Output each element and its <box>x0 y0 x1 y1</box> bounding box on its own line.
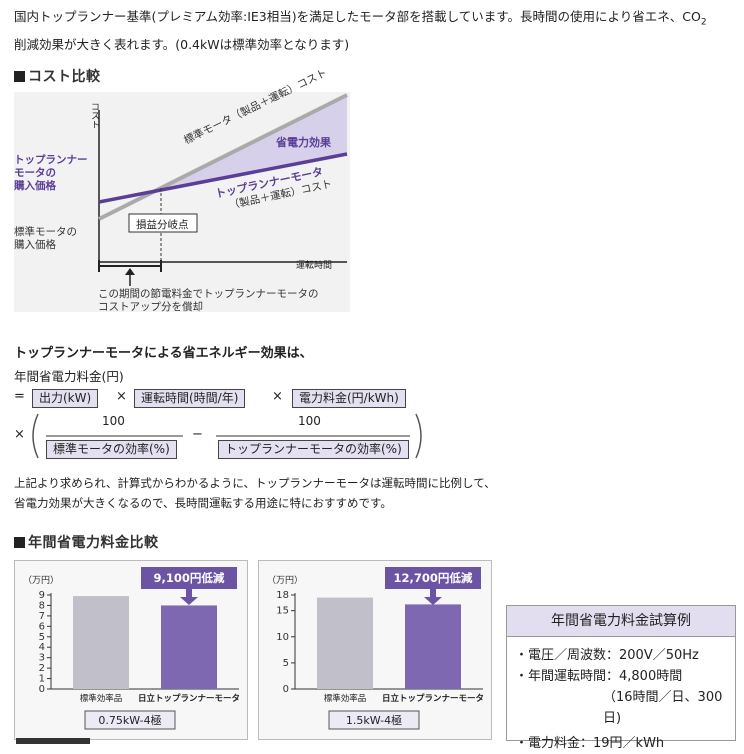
y-tick-label: 10 <box>276 632 289 643</box>
toprunner-price-line-2: モータの <box>14 167 56 179</box>
bar <box>405 604 461 689</box>
x-category-label: 標準効率品 <box>324 693 367 704</box>
cost-note-line-1: この期間の節電料金でトップランナーモータの <box>98 288 319 300</box>
intro-line-2: 削減効果が大きく表れます。(0.4kWは標準効率となります) <box>14 36 350 52</box>
calc-row-voltage: ・電圧／周波数：200V／50Hz <box>515 648 699 663</box>
formula-brackets <box>32 413 422 459</box>
den-standard: 標準モータの効率(%) <box>46 440 177 459</box>
standard-price-line-1: 標準モータの <box>14 226 77 238</box>
cost-note-line-2: コストアップ分を償却 <box>98 301 203 313</box>
standard-price-line-2: 購入価格 <box>14 239 56 251</box>
breakeven-label: 損益分岐点 <box>136 219 189 231</box>
unit-label: （万円） <box>23 575 59 586</box>
formula-term-rate: 電力料金(円/kWh) <box>292 389 406 408</box>
y-tick-label: 1 <box>39 674 45 685</box>
cost-heading-text: コスト比較 <box>28 69 101 85</box>
formula-note-line-1: 上記より求められ、計算式からわかるように、トップランナーモータは運転時間に比例し… <box>14 476 496 490</box>
bar-chart-panel-1: （万円） 9 8 7 6 5 4 3 2 1 0 標準効率品 日立トップランナーモータ 9,100円低減 0… <box>14 560 248 740</box>
annual-heading-text: 年間省電力料金比較 <box>28 535 159 551</box>
y-tick-label: 0 <box>283 684 289 695</box>
square-bullet-icon <box>14 537 25 548</box>
y-tick-label: 4 <box>39 642 45 653</box>
bar <box>161 605 217 689</box>
y-tick-label: 6 <box>39 621 45 632</box>
toprunner-cost-line <box>98 152 348 204</box>
y-tick-label: 3 <box>39 653 45 664</box>
formula-note: 上記より求められ、計算式からわかるように、トップランナーモータは運転時間に比例し… <box>14 473 496 513</box>
down-arrow-icon <box>180 597 198 605</box>
up-arrow-icon <box>125 268 135 275</box>
calc-row-hours-detail: （16時間／日、300日) <box>603 690 723 726</box>
y-tick-label: 2 <box>39 663 45 674</box>
intro-paragraph: 国内トップランナー基準(プレミアム効率:IE3相当)を満足したモータ部を搭載して… <box>14 6 734 55</box>
size-box <box>84 710 176 730</box>
size-label: 1.5kW-4極 <box>346 713 402 727</box>
bar <box>317 597 373 689</box>
callout-label: 12,700円低減 <box>394 571 473 585</box>
down-arrow-icon <box>424 597 442 605</box>
y-tick-label: 9 <box>39 590 45 601</box>
toprunner-price-line-3: 購入価格 <box>14 180 56 192</box>
co2-subscript: 2 <box>700 17 707 28</box>
size-box <box>328 710 420 730</box>
den-toprunner: トップランナーモータの効率(%) <box>218 440 409 459</box>
y-tick-label: 5 <box>283 658 289 669</box>
y-tick-label: 0 <box>39 684 45 695</box>
unit-label: （万円） <box>267 575 303 586</box>
cost-figure-note: この期間の節電料金でトップランナーモータの コストアップ分を償却 <box>98 288 319 314</box>
formula-heading: トップランナーモータによる省エネルギー効果は、 <box>14 346 313 361</box>
y-tick-label: 5 <box>39 632 45 643</box>
callout-box <box>385 567 481 589</box>
right-paren-icon <box>415 413 422 459</box>
cost-x-axis-label: 運転時間 <box>296 261 333 271</box>
y-tick-label: 7 <box>39 611 45 622</box>
y-tick-label: 15 <box>276 606 289 617</box>
formula-times-1: × <box>116 389 127 404</box>
calc-example-title: 年間省電力料金試算例 <box>507 606 735 637</box>
calc-row-hours: ・年間運転時間：4,800時間 <box>515 669 683 684</box>
bar-chart-svg-2: （万円） 18 15 10 5 0 標準効率品 日立トップランナーモータ 12,700円低減 1.… <box>267 567 484 730</box>
formula-times-2: × <box>272 389 283 404</box>
footer-tab <box>16 738 90 744</box>
formula-times-3: × <box>14 427 25 442</box>
annual-heading: 年間省電力料金比較 <box>14 532 159 552</box>
y-tick-label: 18 <box>276 590 289 601</box>
formula-minus: − <box>192 427 203 442</box>
formula-equals: = <box>14 389 25 404</box>
cost-y-axis-label: コスト <box>89 102 99 129</box>
standard-price-label: 標準モータの 購入価格 <box>14 226 77 252</box>
toprunner-price-label: トップランナー モータの 購入価格 <box>14 154 88 193</box>
formula-term-output: 出力(kW) <box>32 389 99 408</box>
square-bullet-icon <box>14 71 25 82</box>
x-category-label: 日立トップランナーモータ <box>382 693 484 704</box>
cost-diagram-svg <box>98 93 348 286</box>
breakeven-box <box>128 213 198 233</box>
standard-cost-line <box>98 93 348 221</box>
numerator-2: 100 <box>298 414 321 428</box>
cost-heading: コスト比較 <box>14 66 101 86</box>
formula-note-line-2: 省電力効果が大きくなるので、長時間運転する用途に特におすすめです。 <box>14 496 392 510</box>
calc-example-box: 年間省電力料金試算例 ・電圧／周波数：200V／50Hz ・年間運転時間：4,8… <box>506 605 736 751</box>
y-tick-label: 8 <box>39 600 45 611</box>
x-category-label: 標準効率品 <box>80 693 123 704</box>
left-paren-icon <box>32 413 39 459</box>
toprunner-price-line-1: トップランナー <box>14 154 88 166</box>
size-label: 0.75kW-4極 <box>98 713 161 727</box>
callout-arrow-shaft <box>186 589 192 597</box>
bar-chart-panel-2: （万円） 18 15 10 5 0 標準効率品 日立トップランナーモータ 12,700円低減 1.… <box>258 560 492 740</box>
cost-comparison-figure: コスト 運転時間 標準モータ（製品＋運転）コスト 省電力効果 トップランナーモー… <box>14 67 350 314</box>
callout-box <box>141 567 237 589</box>
callout-label: 9,100円低減 <box>154 571 225 585</box>
formula-label: 年間省電力料金(円) <box>14 369 124 384</box>
numerator-1: 100 <box>102 414 125 428</box>
bar <box>73 596 129 689</box>
formula-term-hours: 運転時間(時間/年) <box>134 389 246 408</box>
x-category-label: 日立トップランナーモータ <box>138 693 240 704</box>
callout-arrow-shaft <box>430 589 436 597</box>
saving-effect-label: 省電力効果 <box>276 136 331 149</box>
intro-line-1: 国内トップランナー基準(プレミアム効率:IE3相当)を満足したモータ部を搭載して… <box>14 9 701 24</box>
